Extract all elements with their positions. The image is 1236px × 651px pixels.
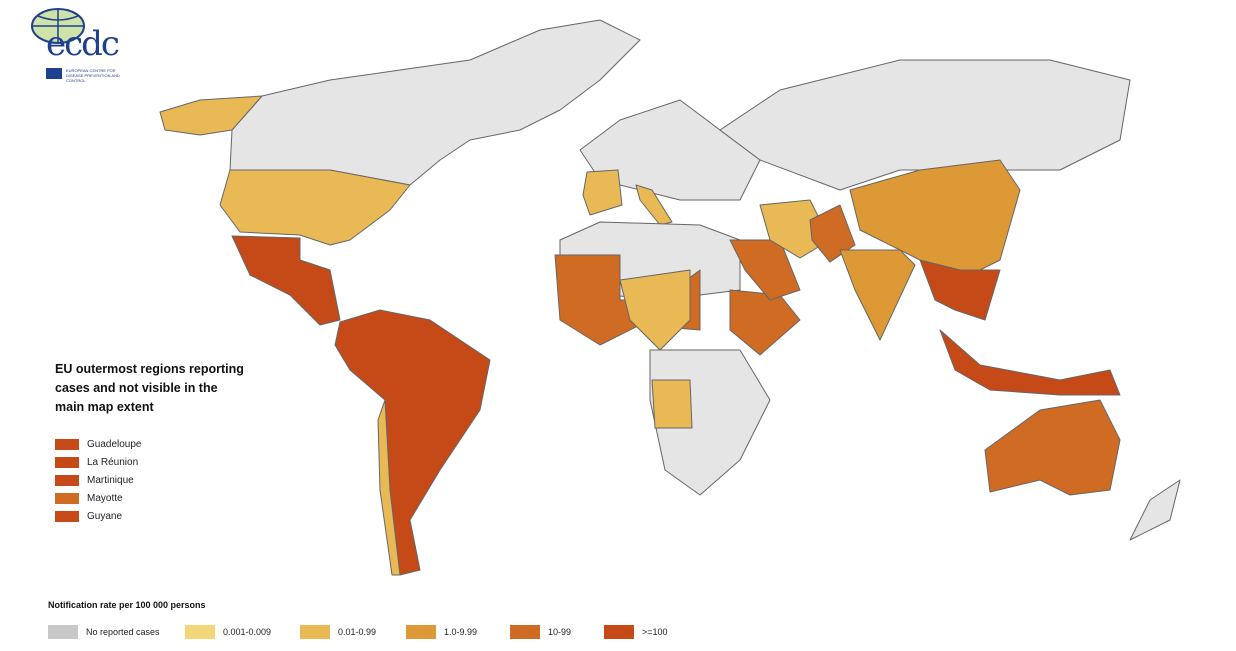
region-australia [984,399,1121,496]
eu-flag-icon [46,68,62,79]
outermost-label: Guyane [87,510,123,522]
logo-wordmark: ecdc [46,24,120,64]
logo-subtitle: EUROPEAN CENTRE FOR DISEASE PREVENTION A… [66,68,120,83]
region-usa [219,169,411,246]
color-swatch [55,438,79,450]
color-swatch [55,492,79,504]
region-mexico-central-america [231,235,341,326]
outermost-label: Martinique [87,474,134,486]
globe-icon [31,8,85,44]
color-swatch [185,625,215,639]
color-swatch [55,474,79,486]
color-swatch [406,625,436,639]
outermost-item: Mayotte [55,489,245,507]
region-indonesia [939,329,1121,396]
legend-label: 1.0-9.99 [444,627,478,637]
outermost-label: Guadeloupe [87,438,142,450]
ecdc-logo: ecdc EUROPEAN CENTRE FOR DISEASE PREVENT… [28,6,128,90]
region-chile [377,399,401,576]
outermost-regions-legend: EU outermost regions reporting cases and… [55,360,245,525]
map-legend: No reported cases 0.001-0.009 0.01-0.99 1.0… [48,625,684,639]
legend-item: 10-99 [510,625,604,639]
region-south-america [334,309,491,576]
legend-label: 0.001-0.009 [223,627,272,637]
outermost-title: EU outermost regions reporting cases and… [55,362,244,414]
legend-label: 10-99 [548,627,572,637]
color-swatch [300,625,330,639]
region-china [849,159,1021,281]
region-ethiopia [729,289,801,356]
legend-label: 0.01-0.99 [338,627,377,637]
outermost-item: Guadeloupe [55,435,245,453]
color-swatch [55,510,79,522]
legend-item: 0.001-0.009 [185,625,300,639]
region-canada-greenland [229,19,641,186]
region-central-africa [619,269,691,351]
color-swatch [510,625,540,639]
region-iran [759,199,831,259]
region-angola [651,379,693,429]
region-new-zealand [1129,479,1181,541]
legend-item: >=100 [604,625,684,639]
color-swatch [604,625,634,639]
legend-item: 1.0-9.99 [406,625,510,639]
legend-item: No reported cases [48,625,185,639]
color-swatch [55,456,79,468]
region-india [839,249,916,341]
outermost-item: Guyane [55,507,245,525]
color-swatch [48,625,78,639]
region-iberia [582,169,623,216]
outermost-label: La Réunion [87,456,139,468]
legend-label: >=100 [642,627,668,637]
legend-item: 0.01-0.99 [300,625,406,639]
region-alaska [159,95,263,136]
legend-title: Notification rate per 100 000 persons [48,600,206,610]
region-southeast-asia [919,259,1001,321]
region-russia [719,59,1131,191]
outermost-item: La Réunion [55,453,245,471]
outermost-label: Mayotte [87,492,123,504]
legend-label: No reported cases [86,627,160,637]
outermost-item: Martinique [55,471,245,489]
